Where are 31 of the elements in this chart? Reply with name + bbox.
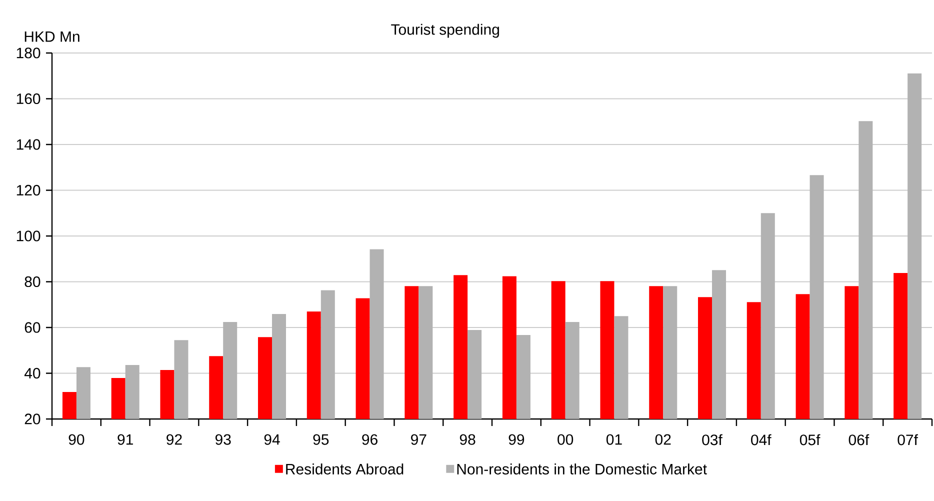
y-tick-label: 100 [16,230,40,242]
x-tick-label: 07f [898,434,918,446]
x-tick-label: 05f [800,434,820,446]
y-tick-label: 160 [16,93,40,104]
x-tick-label: 01 [606,434,622,445]
y-tick-label: 60 [24,322,40,333]
x-tick-label: 93 [215,434,231,445]
x-tick-label: 97 [411,434,426,445]
legend-label: Residents Abroad [286,463,404,474]
x-tick-label: 96 [362,434,378,445]
x-tick-label: 06f [848,434,870,446]
y-tick-label: 180 [16,48,40,58]
y-tick-label: 40 [24,368,40,379]
x-tick-label: 91 [118,434,133,445]
x-tick-label: 00 [558,434,574,445]
x-tick-label: 94 [264,434,280,445]
x-tick-label: 95 [313,434,329,445]
y-tick-label: 140 [16,139,40,150]
y-tick-label: 80 [24,276,40,288]
x-tick-label: 99 [508,434,524,445]
x-tick-label: 92 [166,434,182,445]
x-tick-label: 04f [751,434,772,446]
y-tick-label: 20 [24,414,40,424]
x-tick-label: 90 [68,434,84,445]
x-tick-label: 02 [655,434,671,445]
x-tick-label: 98 [460,434,476,445]
x-tick-label: 03f [702,434,722,446]
chart-title: Tourist spending [391,24,499,38]
legend-label: Non-residents in the Domestic Market [457,463,707,474]
y-axis-title: HKD Mn [24,31,80,42]
y-tick-label: 120 [16,184,40,196]
